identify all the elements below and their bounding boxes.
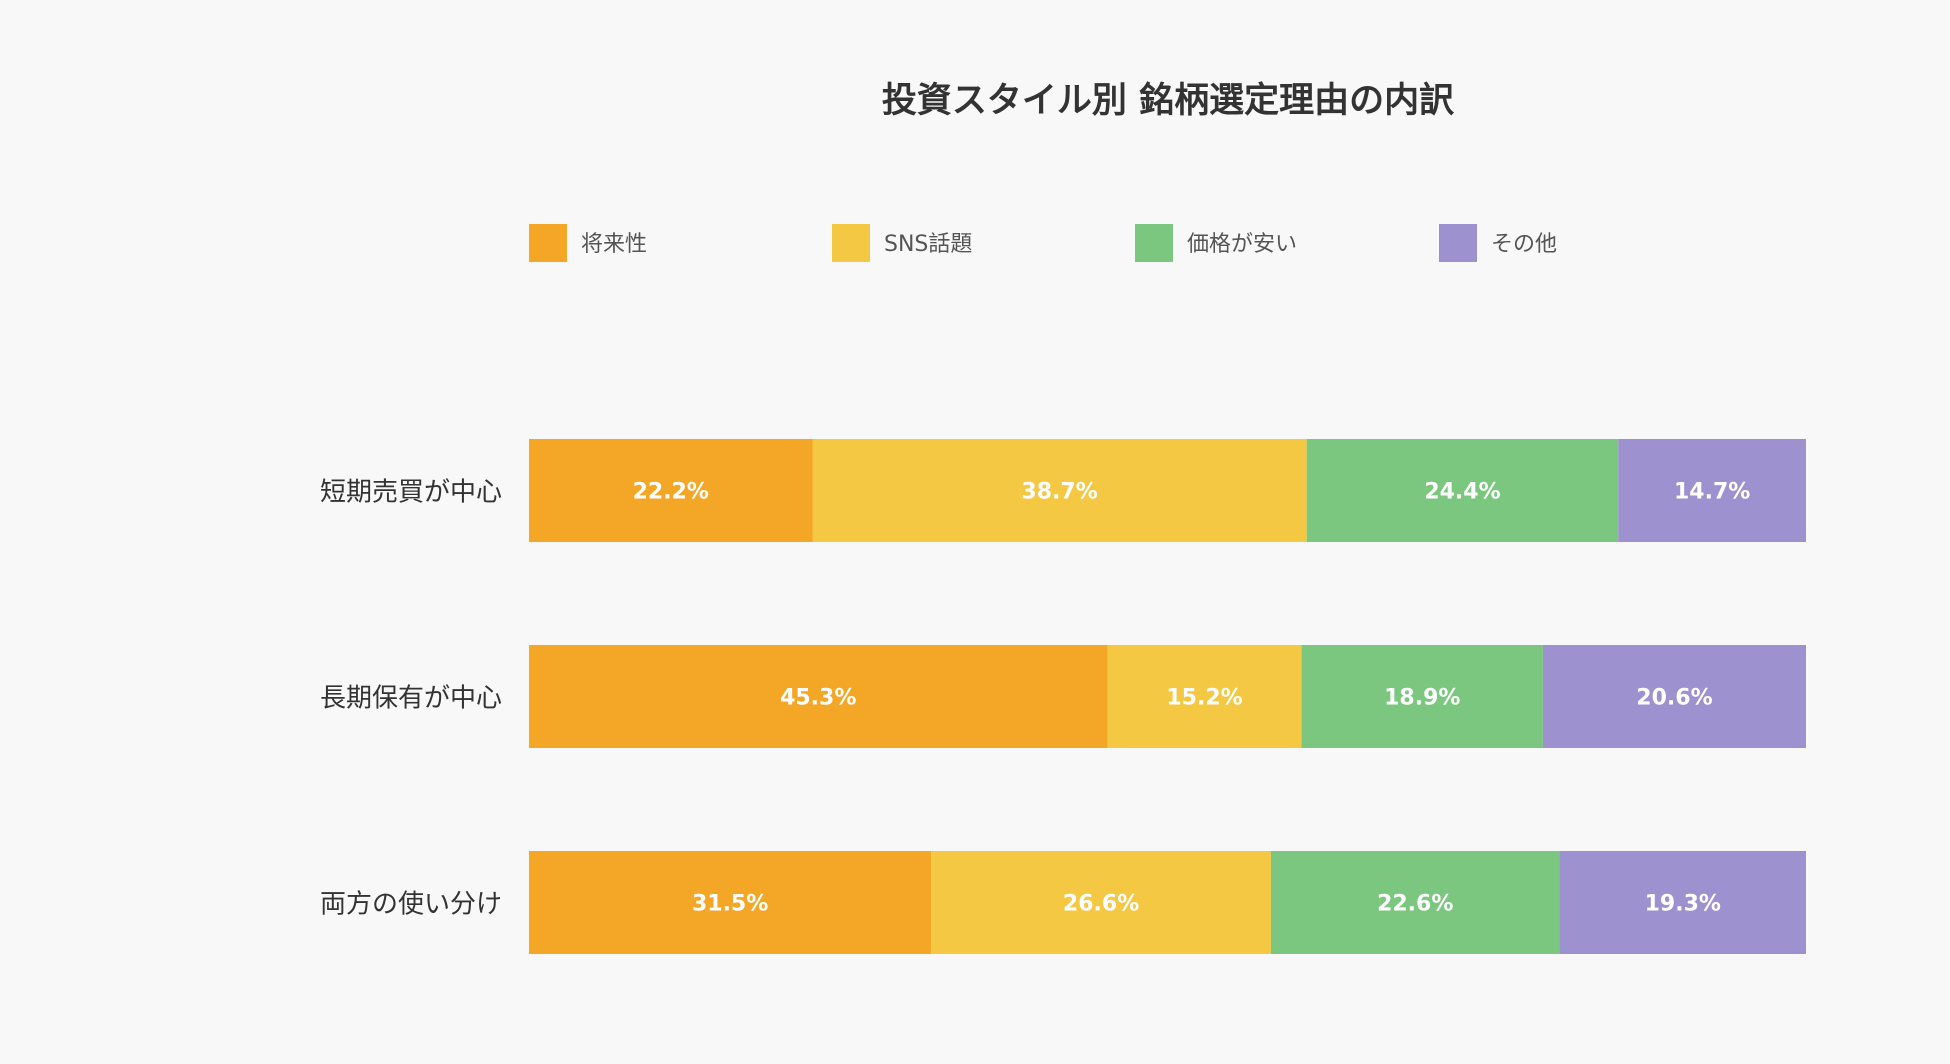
bar-segment xyxy=(1542,645,1806,748)
legend-swatch xyxy=(832,224,870,262)
data-label: 26.6% xyxy=(1063,892,1139,917)
data-label: 31.5% xyxy=(692,892,768,917)
legend-item: SNS話題 xyxy=(832,224,972,262)
data-label: 20.6% xyxy=(1636,686,1712,711)
data-label: 45.3% xyxy=(780,686,856,711)
data-label: 15.2% xyxy=(1166,686,1242,711)
bar-segment xyxy=(1301,645,1543,748)
bar-segment xyxy=(529,439,813,542)
chart-title: 投資スタイル別 銘柄選定理由の内訳 xyxy=(882,81,1455,121)
legend-item: 将来性 xyxy=(529,224,647,262)
bar-segment xyxy=(1270,851,1560,954)
legend-label: 将来性 xyxy=(581,232,647,257)
bar-row: 22.2% 38.7% 24.4% 14.7% xyxy=(529,439,1806,542)
legend-swatch xyxy=(1439,224,1477,262)
bar-segment xyxy=(812,439,1307,542)
data-label: 19.3% xyxy=(1645,892,1721,917)
bars: 22.2% 38.7% 24.4% 14.7% 45.3% 15.2% 18.9% 20.6%… xyxy=(529,439,1806,954)
legend-label: その他 xyxy=(1491,232,1557,257)
bar-segment xyxy=(1618,439,1806,542)
legend-label: SNS話題 xyxy=(884,232,972,257)
bar-segment xyxy=(1306,439,1619,542)
data-label: 24.4% xyxy=(1424,480,1500,505)
bar-segment xyxy=(529,851,932,954)
legend-item: その他 xyxy=(1439,224,1557,262)
data-label: 22.6% xyxy=(1377,892,1453,917)
legend: 将来性 SNS話題 価格が安い その他 xyxy=(529,224,1557,262)
legend-swatch xyxy=(529,224,567,262)
bar-segment xyxy=(529,645,1108,748)
data-label: 14.7% xyxy=(1674,480,1750,505)
category-label: 両方の使い分け xyxy=(320,890,502,920)
bar-row: 45.3% 15.2% 18.9% 20.6% xyxy=(529,645,1806,748)
category-label: 短期売買が中心 xyxy=(320,478,502,508)
bar-segment xyxy=(1107,645,1302,748)
category-label: 長期保有が中心 xyxy=(320,684,502,714)
bar-row: 31.5% 26.6% 22.6% 19.3% xyxy=(529,851,1806,954)
bar-segment xyxy=(1559,851,1806,954)
data-label: 22.2% xyxy=(633,480,709,505)
bar-segment xyxy=(931,851,1271,954)
legend-label: 価格が安い xyxy=(1187,232,1297,257)
data-label: 18.9% xyxy=(1384,686,1460,711)
legend-swatch xyxy=(1135,224,1173,262)
data-label: 38.7% xyxy=(1021,480,1097,505)
legend-item: 価格が安い xyxy=(1135,224,1297,262)
